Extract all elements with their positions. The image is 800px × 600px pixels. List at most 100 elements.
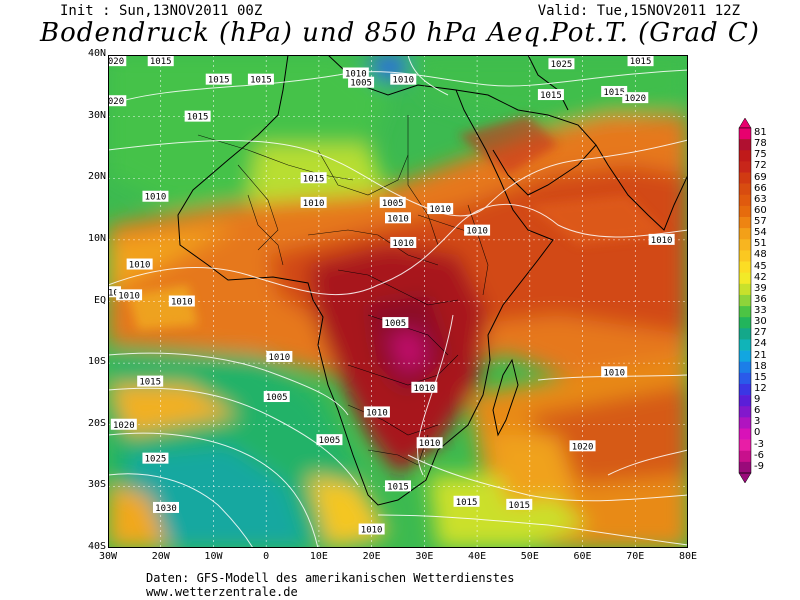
coastlines — [177, 55, 688, 506]
isobar-label-box — [247, 73, 274, 85]
legend-value: 51 — [754, 238, 767, 250]
latitude-label: 20S — [87, 417, 106, 429]
legend-swatch — [739, 172, 751, 184]
init-time: Init : Sun,13NOV2011 00Z — [60, 3, 263, 19]
isobar-label: 1015 — [506, 498, 533, 511]
isobar-label: 1010 — [168, 295, 195, 308]
isobar-label-box — [153, 501, 179, 513]
isobar-label-text: 1015 — [250, 76, 272, 86]
isobar-label: 1010 — [648, 233, 675, 246]
legend-value: 48 — [754, 249, 767, 261]
latitude-label: 40N — [87, 48, 106, 59]
isobar-label-text: 1005 — [350, 79, 372, 89]
isobar-label: 1010 — [126, 258, 153, 271]
isobar-label-box — [263, 391, 290, 403]
website-link[interactable]: www.wetterzentrale.de — [146, 585, 298, 599]
isobar-label-box — [453, 495, 480, 507]
legend-value: 24 — [754, 338, 767, 350]
isobar-label-text: 1015 — [208, 76, 230, 86]
isobar-label: 1015 — [300, 172, 327, 184]
legend-max-arrow — [738, 118, 752, 129]
isobar-label: 1015 — [453, 495, 480, 508]
legend-value: 75 — [754, 149, 767, 161]
isobar-label: 1015 — [137, 375, 164, 388]
legend-value: -3 — [754, 438, 764, 450]
isobar-label: 1020 — [110, 418, 137, 431]
legend-swatch — [739, 139, 751, 151]
legend-swatch — [739, 128, 751, 140]
latitude-label: 20N — [87, 171, 106, 183]
isobar-label-text: 1020 — [624, 94, 646, 104]
legend-swatch — [739, 217, 751, 229]
legend-value: 63 — [754, 193, 767, 205]
isobar-label-text: 1015 — [508, 501, 530, 511]
legend-value: 3 — [754, 416, 761, 428]
legend-swatch — [739, 417, 751, 429]
legend-swatch — [739, 161, 751, 173]
isobar-label-text: 1010 — [387, 214, 409, 224]
isobar-label-box — [266, 350, 293, 362]
isobar-label-box — [385, 480, 411, 492]
isobar-label: 1010 — [358, 523, 385, 536]
isobar-label: 1010 — [390, 236, 417, 249]
legend-swatch — [739, 150, 751, 162]
isobar-label-text: 1010 — [269, 353, 291, 363]
isobar-label: 1005 — [382, 317, 409, 329]
isobar-label-text: 1015 — [139, 378, 161, 388]
legend-swatch — [739, 272, 751, 285]
legend-min-arrow — [738, 472, 752, 483]
isobar-label-text: 1010 — [603, 368, 625, 378]
isobar-label-text: 1010 — [171, 298, 193, 308]
legend-value: 42 — [754, 271, 767, 283]
isobar-label-box — [348, 76, 375, 88]
isobar-label-text: 1015 — [303, 174, 325, 184]
latitude-label: 10S — [87, 356, 106, 368]
isobar-label-text: 1015 — [150, 57, 172, 67]
isobar-label: 1020 — [108, 95, 127, 107]
legend-swatch — [739, 261, 751, 273]
isobar-label-text: 1005 — [385, 319, 407, 329]
legend-swatch — [739, 383, 751, 396]
isobar-label-text: 1010 — [108, 288, 119, 298]
isobar-label: 1015 — [184, 110, 211, 123]
isobar-label-box — [147, 55, 174, 67]
legend-swatch — [739, 317, 751, 329]
isobar-label-text: 1025 — [145, 455, 167, 465]
isobar-label-text: 1010 — [345, 69, 367, 79]
isobar-label-box — [300, 196, 327, 208]
isobar-label: 1015 — [601, 85, 628, 98]
latitude-label: EQ — [93, 294, 106, 306]
isobar-label-text: 1010 — [419, 439, 441, 449]
isobar-label: 1010 — [385, 212, 411, 224]
legend-value: 9 — [754, 394, 761, 406]
latitude-label: 10N — [87, 232, 106, 244]
data-source-text: Daten: GFS-Modell des amerikanischen Wet… — [146, 571, 515, 585]
isobar-label-box — [464, 224, 491, 236]
legend-swatch — [739, 294, 751, 307]
legend-value: 12 — [754, 382, 767, 394]
isobar-label: 1020 — [622, 92, 649, 104]
longitude-label: 20E — [362, 551, 381, 562]
isobar-label-text: 1010 — [361, 526, 383, 536]
isobar-label-box — [116, 289, 143, 301]
isobar-label: 1005 — [348, 76, 375, 89]
isobar-label: 1015 — [537, 89, 564, 101]
legend-swatch — [739, 450, 751, 463]
isobar-label-box — [142, 190, 169, 202]
isobar-label: 1010 — [116, 289, 143, 301]
isobar-label-text: 1020 — [108, 97, 124, 107]
legend-value: 33 — [754, 305, 767, 317]
legend-value: 39 — [754, 282, 767, 294]
isobar-label-box — [184, 110, 211, 122]
isobar-label-text: 1020 — [108, 57, 124, 67]
longitude-label: 30E — [415, 551, 434, 562]
isobar-label-text: 1010 — [303, 199, 325, 209]
isobar-label: 1010 — [416, 437, 443, 449]
isobar-label: 1015 — [627, 55, 654, 67]
isobar-label-box — [390, 236, 417, 248]
legend-value: 72 — [754, 160, 767, 172]
longitude-label: 0 — [263, 551, 270, 562]
isobar-label-text: 1015 — [456, 498, 478, 508]
isobar-label: 1010 — [601, 366, 628, 378]
isobar-label-box — [300, 172, 327, 184]
